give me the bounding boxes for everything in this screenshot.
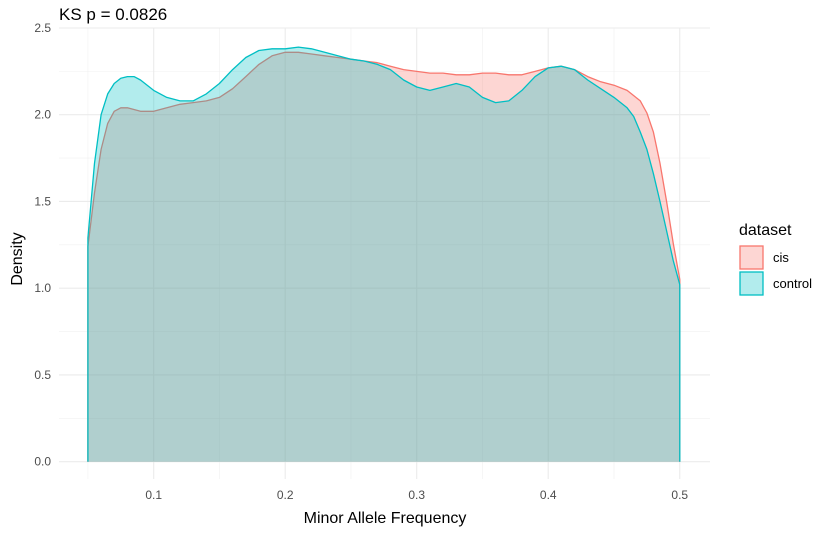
x-tick-label-0: 0.1 [145, 488, 162, 502]
y-tick-labels: 0.0 0.5 1.0 1.5 2.0 2.5 [34, 21, 51, 469]
y-tick-label-3: 1.5 [34, 194, 51, 208]
chart-title: KS p = 0.0826 [59, 5, 167, 24]
density-area-control [87, 47, 680, 462]
major-gridlines [59, 27, 710, 479]
y-tick-label-1: 0.5 [34, 368, 51, 382]
x-tick-label-1: 0.2 [277, 488, 294, 502]
legend-key-control [739, 271, 764, 296]
y-tick-label-0: 0.0 [34, 455, 51, 469]
minor-gridlines [59, 28, 710, 479]
y-tick-label-2: 1.0 [34, 281, 51, 295]
legend: dataset cis control [739, 222, 812, 296]
x-tick-label-3: 0.4 [540, 488, 557, 502]
density-area-cis [87, 52, 680, 462]
y-tick-label-4: 2.0 [34, 108, 51, 122]
y-axis-title: Density [9, 232, 26, 285]
density-areas [87, 46, 681, 462]
x-tick-label-4: 0.5 [671, 488, 688, 502]
legend-key-cis [739, 245, 764, 270]
x-axis-title: Minor Allele Frequency [304, 510, 467, 527]
density-line-cis [87, 51, 681, 462]
y-tick-label-5: 2.5 [34, 21, 51, 35]
legend-label-control: control [773, 276, 812, 291]
density-line-control [87, 46, 681, 462]
x-tick-labels: 0.1 0.2 0.3 0.4 0.5 [145, 488, 688, 502]
legend-label-cis: cis [773, 250, 789, 265]
legend-title: dataset [739, 222, 792, 239]
x-tick-label-2: 0.3 [408, 488, 425, 502]
